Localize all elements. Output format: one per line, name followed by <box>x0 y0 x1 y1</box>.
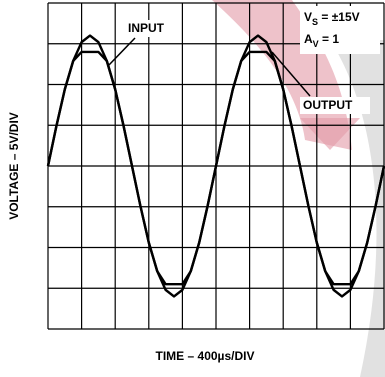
input-arrow <box>107 37 136 67</box>
x-axis-label: TIME – 400µs/DIV <box>156 349 255 363</box>
grid <box>47 2 385 330</box>
supply-symbol: V <box>304 10 312 24</box>
supply-value: = ±15V <box>318 10 360 24</box>
gain-symbol: A <box>304 32 313 46</box>
gain-label: AV = 1 <box>304 32 339 49</box>
background-graphic <box>212 0 385 377</box>
waveforms <box>46 34 385 298</box>
annotations: INPUT VS = ±15V AV = 1 OUTPUT TIME – 400… <box>7 6 380 363</box>
waveform <box>46 50 385 286</box>
supply-subscript: S <box>312 17 318 27</box>
gain-subscript: V <box>313 39 319 49</box>
supply-label: VS = ±15V <box>304 10 360 27</box>
output-label: OUTPUT <box>303 98 353 112</box>
output-arrow <box>271 51 311 97</box>
y-axis-label: VOLTAGE – 5V/DIV <box>7 112 21 220</box>
input-label: INPUT <box>128 21 165 35</box>
gain-value: = 1 <box>319 32 340 46</box>
